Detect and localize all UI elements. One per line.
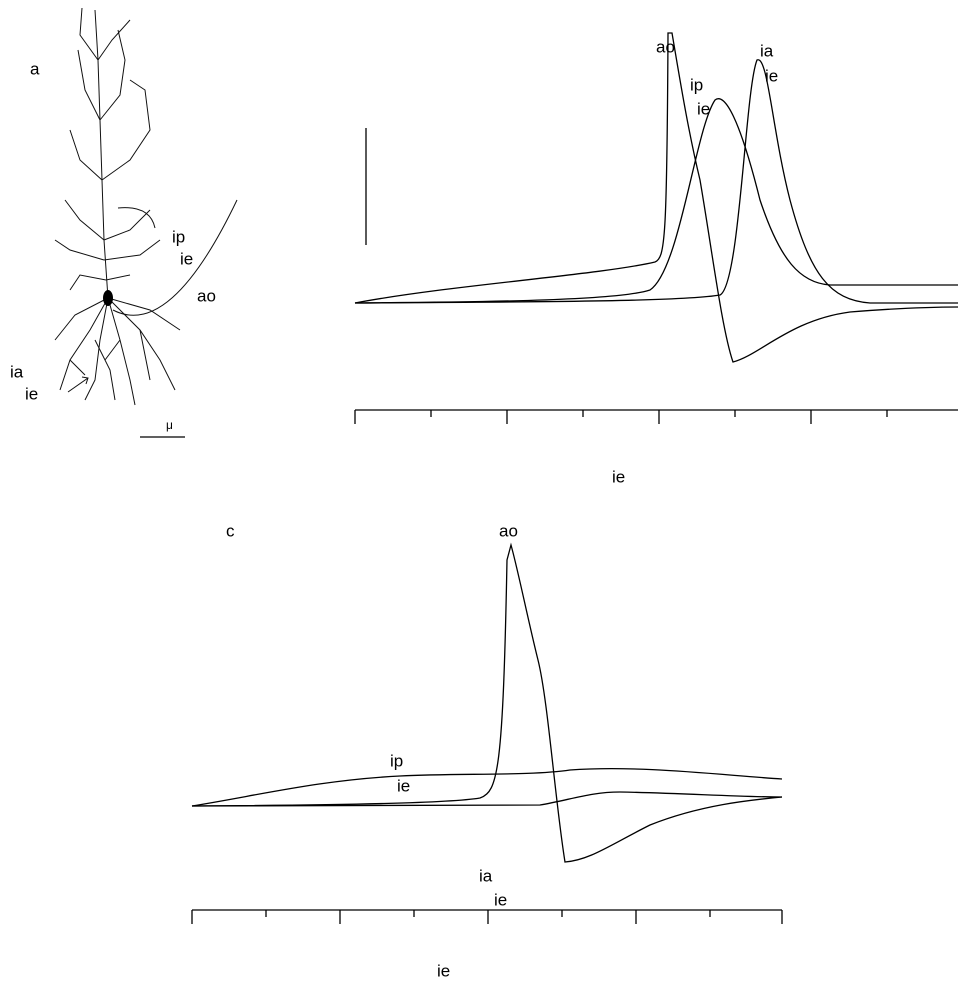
trace-ia: [191, 791, 783, 807]
x-axis: [191, 909, 783, 924]
x-axis: [354, 409, 958, 424]
arrow: [117, 207, 156, 229]
label: ie: [25, 384, 38, 403]
scale-label: μ: [166, 418, 173, 432]
label: ie: [397, 776, 410, 795]
trace-ao: [191, 542, 783, 863]
electrode: [112, 199, 238, 316]
soma: [103, 290, 113, 306]
trace-ip: [354, 98, 958, 304]
neuron: [54, 7, 238, 438]
label: ia: [10, 362, 24, 381]
label: ip: [172, 227, 185, 246]
arrow: [67, 376, 89, 393]
label: ia: [760, 41, 774, 60]
label: ie: [765, 66, 778, 85]
label: ia: [479, 866, 493, 885]
trace-ao: [354, 32, 958, 363]
label: ie: [180, 249, 193, 268]
x-axis-label: ie: [612, 467, 625, 486]
panel-label: c: [226, 521, 235, 540]
label: ip: [690, 75, 703, 94]
label: ao: [656, 37, 675, 56]
x-axis-label: ie: [437, 961, 450, 980]
label: ao: [197, 286, 216, 305]
label: ao: [499, 521, 518, 540]
label: ip: [390, 751, 403, 770]
trace-ia: [354, 59, 958, 304]
label: ie: [494, 890, 507, 909]
label: ie: [697, 99, 710, 118]
trace-ip: [191, 767, 783, 807]
panel-label: a: [30, 59, 40, 78]
